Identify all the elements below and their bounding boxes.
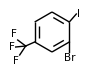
- Text: F: F: [9, 42, 15, 52]
- Text: F: F: [11, 29, 17, 39]
- Text: F: F: [13, 56, 19, 66]
- Text: I: I: [77, 9, 80, 19]
- Text: Br: Br: [64, 53, 75, 63]
